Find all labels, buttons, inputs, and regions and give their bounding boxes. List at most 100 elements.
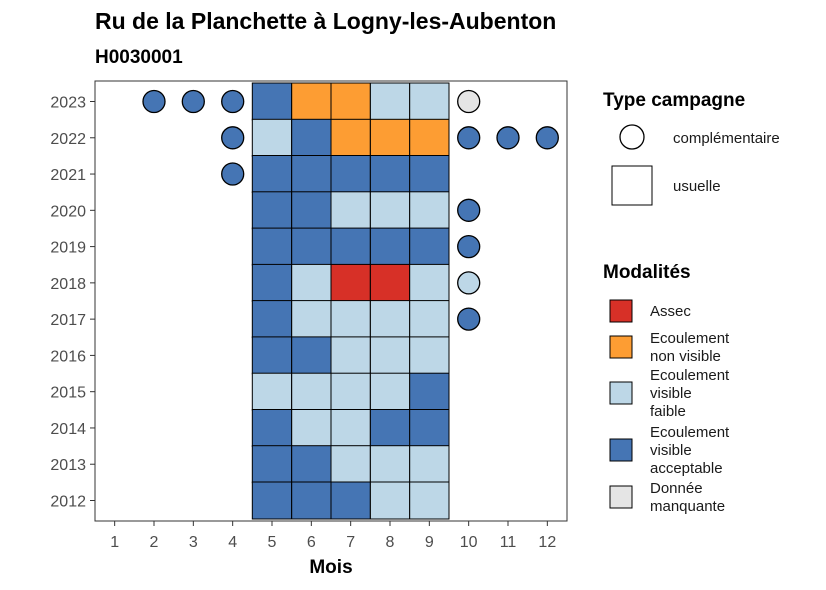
tile-2017-9 [409,300,450,339]
x-tick-label: 7 [346,534,355,551]
tile-2018-8 [369,263,411,302]
tile-2018-5 [251,263,293,302]
tile-2022-8 [369,118,411,157]
y-axis: 2012 2013 2014 2015 2016 2017 2018 2019 2020 2021… [50,95,95,511]
chart-title: Ru de la Planchette à Logny-les-Aubenton [95,8,556,34]
legend-label-complementaire: complémentaire [673,130,780,147]
tile-2017-8 [369,300,411,339]
tile-2020-9 [409,191,450,230]
y-tick-label: 2018 [50,276,86,293]
tile-2016-7 [330,336,371,375]
y-tick-label: 2022 [50,131,86,148]
x-tick-label: 2 [150,534,159,551]
tile-2022-7 [330,118,371,157]
y-tick-label: 2012 [50,494,86,511]
y-tick-label: 2023 [50,95,86,112]
tile-2012-9 [409,481,450,520]
x-tick-label: 8 [386,534,395,551]
tile-2018-6 [291,263,332,302]
legend-label-modalite-3: Ecoulement visible acceptable [650,424,730,477]
tile-2016-5 [251,336,293,375]
tile-2018-9 [409,263,450,302]
point-2023-3 [181,89,205,114]
tile-2013-9 [409,445,450,484]
y-tick-label: 2020 [50,203,86,220]
tile-2015-8 [369,372,411,411]
tile-2013-8 [369,445,411,484]
tile-2019-9 [409,227,450,266]
legend-key-usuelle [611,165,653,206]
legend-label-modalite-1: Ecoulement non visible [650,330,730,365]
tile-2021-5 [251,155,293,193]
legend-key-modalite-4 [609,485,633,509]
point-2022-11 [496,126,520,150]
legend-key-modalite-2 [609,381,633,405]
tile-2013-6 [291,445,332,484]
legend-key-complementaire [619,124,645,150]
point-2022-10 [457,126,481,150]
tile-2016-9 [409,336,450,375]
legend-key-modalite-0 [609,299,633,323]
tile-2023-6 [291,82,332,121]
legend-modalites-title: Modalités [603,262,691,283]
legend-label-modalite-2: Ecoulement visible faible [650,367,730,420]
tile-2023-8 [369,82,411,121]
tile-2021-9 [409,155,450,193]
x-tick-label: 11 [500,534,517,551]
point-2023-4 [221,89,245,114]
tile-2012-8 [369,481,411,520]
tile-2023-7 [330,82,371,121]
tile-2022-5 [251,118,293,157]
point-2020-10 [457,198,481,222]
tile-2014-6 [291,409,332,447]
y-tick-label: 2014 [50,421,86,438]
tile-2019-8 [369,227,411,266]
point-2022-4 [221,126,245,150]
x-tick-label: 12 [538,534,556,551]
y-tick-label: 2016 [50,348,86,365]
point-2023-2 [142,89,166,114]
tile-2017-5 [251,300,293,339]
point-2022-12 [535,126,559,150]
legend-type-campagne: Type campagne complémentaire usuelle [603,90,780,206]
y-tick-label: 2021 [50,167,86,184]
tile-2012-7 [330,481,371,520]
tile-2020-8 [369,191,411,230]
point-2018-10 [457,271,481,295]
point-2017-10 [457,307,481,331]
tile-2014-7 [330,409,371,447]
tile-2014-8 [369,409,411,447]
legend-label-modalite-4: Donnée manquante [650,480,725,515]
point-2019-10 [457,234,481,259]
y-tick-label: 2015 [50,385,86,402]
tile-2015-5 [251,372,293,411]
tile-2019-6 [291,227,332,266]
chart-subtitle: H0030001 [95,47,183,68]
tile-2012-6 [291,481,332,520]
x-axis-label: Mois [309,557,352,578]
tile-2020-7 [330,191,371,230]
tile-2013-5 [251,445,293,484]
tile-2023-5 [251,82,293,121]
point-2023-10 [457,89,481,114]
x-tick-label: 1 [110,534,119,551]
legend-key-modalite-1 [609,335,633,359]
plot-marks [142,82,559,520]
y-tick-label: 2019 [50,240,86,257]
legend-key-modalite-3 [609,438,633,462]
x-axis: 1 2 3 4 5 6 7 8 9 10 11 12 [110,521,556,551]
y-tick-label: 2017 [50,312,86,329]
tile-2022-6 [291,118,332,157]
legend-label-modalite-0: Assec [650,303,691,320]
tile-2015-7 [330,372,371,411]
tile-2021-8 [369,155,411,193]
tile-2019-5 [251,227,293,266]
tile-2021-6 [291,155,332,193]
tile-2017-6 [291,300,332,339]
x-tick-label: 5 [268,534,277,551]
x-tick-label: 6 [307,534,316,551]
tile-2017-7 [330,300,371,339]
x-tick-label: 4 [228,534,237,551]
